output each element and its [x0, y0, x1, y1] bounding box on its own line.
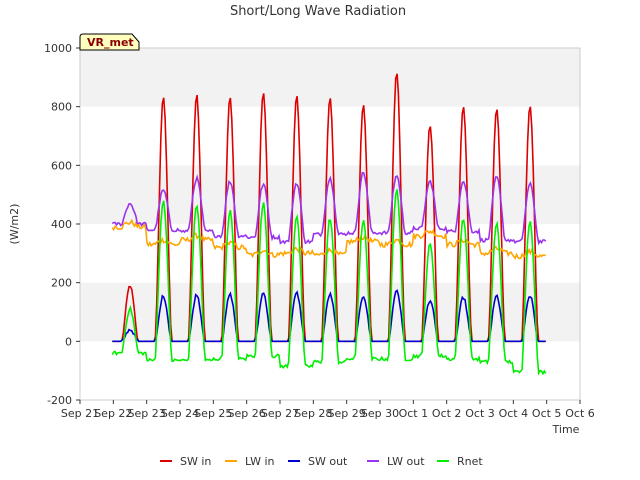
y-tick-label: 200 — [51, 277, 72, 290]
legend-label: Rnet — [457, 455, 483, 468]
x-tick-label: Sep 28 — [294, 407, 332, 420]
x-tick-label: Oct 5 — [532, 407, 562, 420]
grid-band — [80, 341, 580, 400]
y-axis-label: (W/m2) — [8, 204, 21, 245]
y-tick-label: 400 — [51, 218, 72, 231]
station-badge: VR_met — [79, 33, 140, 51]
x-tick-label: Sep 25 — [194, 407, 232, 420]
x-tick-label: Sep 29 — [328, 407, 366, 420]
legend-label: LW in — [245, 455, 275, 468]
y-axis: -200 0 200 400 600 800 1000 — [44, 42, 80, 407]
background-bands — [80, 48, 580, 400]
x-tick-label: Sep 23 — [128, 407, 166, 420]
y-tick-label: 0 — [65, 335, 72, 348]
legend-label: SW out — [308, 455, 348, 468]
series-line-sw-out — [112, 289, 546, 344]
x-tick-label: Sep 24 — [161, 407, 199, 420]
chart-title: Short/Long Wave Radiation — [230, 4, 406, 19]
grid-band — [80, 48, 580, 107]
grid-band — [80, 106, 580, 166]
x-tick-label: Oct 2 — [432, 407, 462, 420]
y-tick-label: 1000 — [44, 42, 72, 55]
series-line-lw-in — [111, 218, 546, 260]
grid-band — [80, 165, 580, 224]
series-line-lw-out — [111, 171, 547, 246]
y-tick-label: 600 — [51, 159, 72, 172]
grid-band — [80, 282, 580, 342]
x-tick-label: Sep 22 — [94, 407, 132, 420]
x-tick-label: Sep 26 — [228, 407, 266, 420]
y-tick-label: 800 — [51, 101, 72, 114]
series-layer — [111, 73, 547, 376]
legend-label: SW in — [180, 455, 211, 468]
legend: SW in LW in SW out LW out Rnet — [160, 455, 483, 468]
x-tick-label: Oct 6 — [565, 407, 595, 420]
x-axis-label: Time — [552, 423, 580, 436]
x-tick-label: Oct 3 — [465, 407, 495, 420]
badge-box — [79, 33, 140, 51]
legend-label: LW out — [387, 455, 425, 468]
x-tick-label: Oct 4 — [499, 407, 529, 420]
badge-label: VR_met — [87, 36, 134, 49]
y-tick-label: -200 — [47, 394, 72, 407]
x-tick-label: Oct 1 — [399, 407, 429, 420]
x-tick-label: Sep 27 — [261, 407, 299, 420]
x-tick-label: Sep 30 — [361, 407, 399, 420]
x-tick-label: Sep 21 — [61, 407, 99, 420]
grid-band — [80, 224, 580, 283]
series-line-rnet — [111, 189, 547, 376]
